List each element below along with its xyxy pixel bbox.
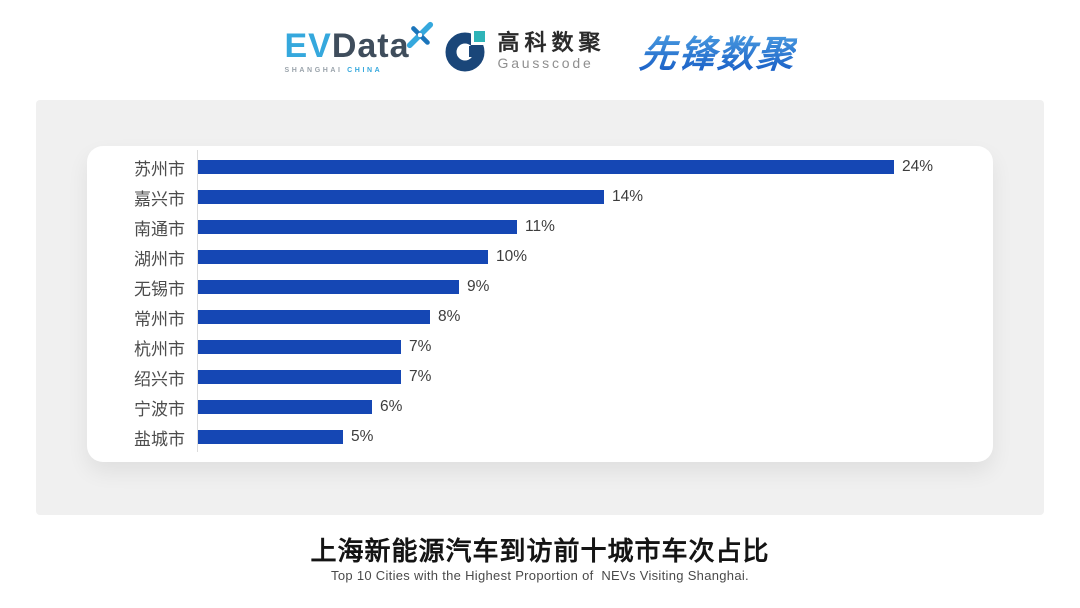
evdata-china-text: CHINA	[347, 66, 383, 74]
category-label: 盐城市	[134, 429, 185, 449]
chart-row: 无锡市 9%	[87, 272, 993, 302]
evdata-ev-text: EV	[284, 26, 332, 65]
evdata-wordmark: EVData	[284, 29, 409, 63]
value-label: 7%	[409, 338, 432, 355]
chart-title: 上海新能源汽车到访前十城市车次占比	[310, 536, 770, 566]
g-ring-icon	[445, 28, 490, 72]
chart-row: 嘉兴市 14%	[87, 182, 993, 212]
value-label: 11%	[525, 218, 555, 235]
evdata-logo: EVData SHANGHAI CHINA	[284, 21, 433, 74]
xianfeng-shuju-logo: 先锋数聚	[637, 24, 799, 78]
bar	[198, 340, 401, 354]
gausscode-cn-text: 高科数聚	[497, 29, 606, 55]
chart-row: 盐城市 5%	[87, 422, 993, 452]
bar	[198, 250, 488, 264]
logo-strip: EVData SHANGHAI CHINA	[0, 16, 1080, 86]
chart-row: 杭州市 7%	[87, 332, 993, 362]
gausscode-logo: 高科数聚 Gausscode	[444, 28, 606, 74]
category-label: 常州市	[134, 309, 185, 329]
value-label: 10%	[496, 248, 528, 265]
gausscode-en-text: Gausscode	[497, 54, 594, 71]
bar	[198, 370, 401, 384]
pinwheel-star-icon	[406, 21, 433, 48]
evdata-data-text: Data	[331, 26, 410, 65]
category-label: 嘉兴市	[134, 189, 185, 209]
bar	[198, 280, 459, 294]
bar	[198, 160, 894, 174]
category-label: 南通市	[134, 219, 185, 239]
bar-chart: 苏州市 24% 嘉兴市 14% 南通市 11% 湖州市 10% 无锡市 9% 常州市 8% 杭州市 7% 绍…	[87, 152, 993, 452]
category-label: 无锡市	[134, 279, 185, 299]
category-label: 宁波市	[134, 399, 185, 419]
category-label: 湖州市	[134, 249, 185, 269]
value-label: 8%	[438, 308, 461, 325]
bar	[198, 430, 343, 444]
evdata-subtext: SHANGHAI CHINA	[284, 67, 382, 74]
chart-row: 南通市 11%	[87, 212, 993, 242]
bar	[198, 400, 372, 414]
gausscode-wordmark: 高科数聚 Gausscode	[497, 29, 606, 72]
chart-row: 绍兴市 7%	[87, 362, 993, 392]
value-label: 5%	[351, 428, 374, 445]
value-label: 24%	[902, 158, 934, 175]
value-label: 14%	[612, 188, 644, 205]
chart-row: 苏州市 24%	[87, 152, 993, 182]
category-label: 杭州市	[134, 339, 185, 359]
evdata-shanghai-text: SHANGHAI	[284, 66, 343, 74]
value-label: 9%	[467, 278, 490, 295]
chart-subtitle: Top 10 Cities with the Highest Proportio…	[331, 568, 749, 583]
bar	[198, 220, 517, 234]
chart-card: 苏州市 24% 嘉兴市 14% 南通市 11% 湖州市 10% 无锡市 9% 常州市 8% 杭州市 7% 绍…	[87, 146, 993, 462]
chart-row: 湖州市 10%	[87, 242, 993, 272]
category-label: 苏州市	[134, 159, 185, 179]
bar	[198, 190, 604, 204]
category-label: 绍兴市	[134, 369, 185, 389]
bar	[198, 310, 430, 324]
value-label: 7%	[409, 368, 432, 385]
chart-row: 宁波市 6%	[87, 392, 993, 422]
y-axis-line	[197, 150, 198, 452]
chart-row: 常州市 8%	[87, 302, 993, 332]
value-label: 6%	[380, 398, 403, 415]
